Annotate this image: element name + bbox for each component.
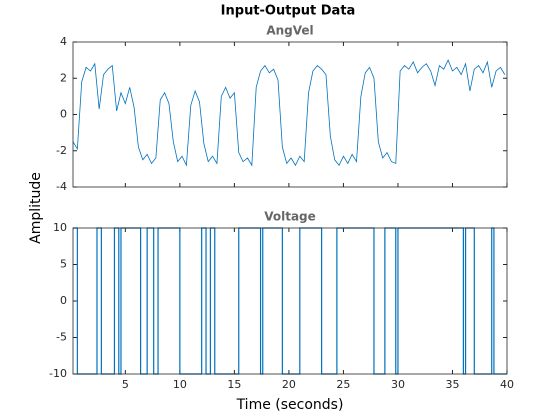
subplot-title: Voltage <box>264 210 316 224</box>
axes-box <box>72 227 508 375</box>
data-line <box>72 59 506 167</box>
y-tick-label: 5 <box>60 258 67 271</box>
x-tick-label: 30 <box>391 378 405 391</box>
x-tick-label: 10 <box>173 378 187 391</box>
y-tick-label: 2 <box>60 71 67 84</box>
y-tick-label: -5 <box>56 331 67 344</box>
y-tick-label: 0 <box>60 108 67 121</box>
chart-title: Input-Output Data <box>221 4 356 19</box>
x-tick-label: 20 <box>282 378 296 391</box>
x-axis-label: Time (seconds) <box>236 397 344 413</box>
y-tick-label: 0 <box>60 294 67 307</box>
y-tick-label: -4 <box>56 180 67 193</box>
y-tick-label: -10 <box>49 367 67 380</box>
y-tick-label: 4 <box>60 35 67 48</box>
x-tick-label: 15 <box>227 378 241 391</box>
axes-box <box>72 41 508 188</box>
x-tick-label: 35 <box>445 378 459 391</box>
x-tick-label: 25 <box>336 378 350 391</box>
y-axis-label: Amplitude <box>28 172 44 244</box>
y-tick-label: -2 <box>56 144 67 157</box>
subplot-title: AngVel <box>266 24 313 38</box>
x-tick-label: 40 <box>500 378 514 391</box>
y-tick-label: 10 <box>53 221 67 234</box>
x-tick-label: 5 <box>122 378 129 391</box>
